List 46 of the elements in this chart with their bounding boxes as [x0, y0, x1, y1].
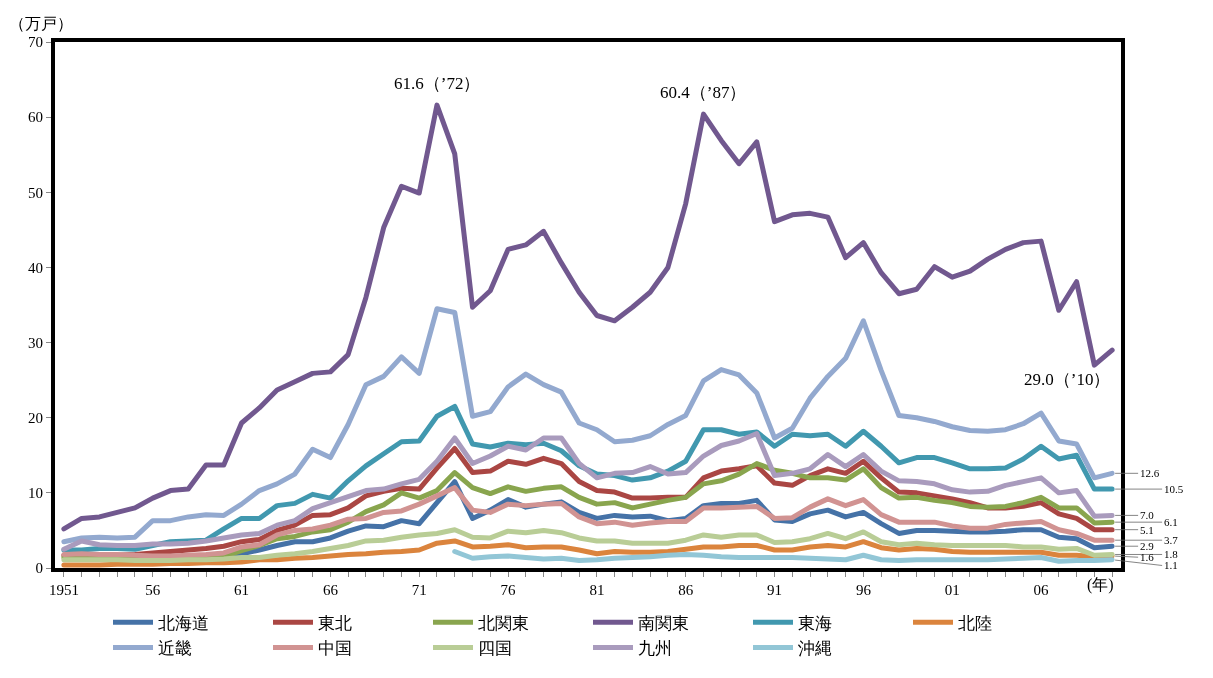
x-tick-label: 91 — [767, 582, 783, 598]
legend-label: 北海道 — [158, 614, 209, 633]
x-tick-label: 86 — [678, 582, 694, 598]
x-axis-title: (年) — [1087, 576, 1114, 594]
data-label: 12.6 — [1140, 467, 1160, 479]
y-tick-label: 20 — [28, 409, 43, 426]
annotation: 29.0（’10） — [1024, 370, 1111, 389]
x-tick-label: 81 — [589, 582, 605, 598]
y-tick-label: 30 — [28, 334, 43, 351]
x-tick-label: 1951 — [48, 582, 79, 598]
data-label: 1.6 — [1140, 551, 1155, 563]
x-tick-label: 76 — [500, 582, 517, 598]
legend-label: 北関東 — [478, 614, 529, 633]
y-tick-label: 0 — [35, 560, 43, 577]
legend-label: 東海 — [798, 614, 832, 633]
legend-label: 九州 — [638, 639, 672, 659]
data-label: 10.5 — [1164, 483, 1184, 495]
x-tick-label: 96 — [855, 582, 872, 598]
legend-label: 沖縄 — [798, 639, 832, 659]
x-tick-label: 61 — [234, 582, 250, 598]
x-tick-label: 66 — [322, 582, 339, 598]
annotation: 61.6（’72） — [394, 74, 481, 93]
data-label: 5.1 — [1140, 524, 1154, 536]
legend-label: 北陸 — [958, 614, 992, 633]
y-axis-title: （万戸） — [9, 15, 73, 32]
legend-label: 中国 — [318, 639, 352, 659]
y-tick-label: 50 — [28, 184, 43, 201]
y-tick-label: 10 — [28, 485, 43, 502]
x-tick-label: 71 — [411, 582, 427, 598]
data-label: 1.8 — [1164, 548, 1179, 560]
data-label: 2.9 — [1140, 540, 1155, 552]
x-tick-label: 01 — [944, 582, 960, 598]
data-label: 1.1 — [1164, 559, 1178, 571]
y-tick-label: 40 — [28, 259, 43, 276]
annotation: 60.4（’87） — [660, 83, 747, 102]
legend-label: 東北 — [318, 614, 352, 633]
data-label: 6.1 — [1164, 516, 1178, 528]
x-tick-label: 56 — [145, 582, 161, 598]
x-tick-label: 06 — [1033, 582, 1050, 598]
legend-label: 四国 — [478, 639, 512, 659]
legend-label: 近畿 — [158, 639, 192, 659]
legend-label: 南関東 — [638, 614, 689, 633]
data-label: 3.7 — [1164, 534, 1179, 546]
y-tick-label: 70 — [28, 34, 43, 51]
data-label: 7.0 — [1140, 509, 1155, 521]
y-tick-label: 60 — [28, 109, 43, 126]
